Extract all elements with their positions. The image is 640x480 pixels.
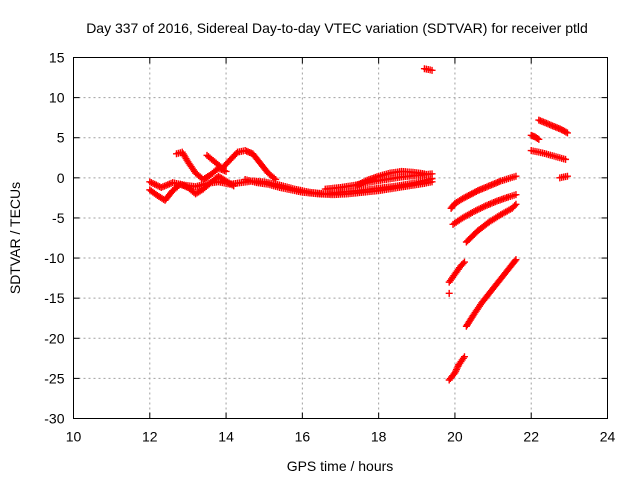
series-arc-b	[146, 172, 238, 204]
data-points	[146, 65, 571, 384]
data-point	[472, 187, 480, 195]
series-arc-r	[527, 147, 570, 163]
y-tick-label: -15	[44, 290, 64, 306]
x-axis-label: GPS time / hours	[287, 458, 394, 474]
data-point	[445, 289, 453, 297]
y-tick-label: 0	[57, 170, 65, 186]
data-point	[428, 66, 436, 74]
series-arc-l	[445, 258, 468, 286]
data-point	[460, 194, 468, 202]
series-arc-k	[462, 200, 520, 246]
y-tick-label: -25	[44, 370, 64, 386]
series-arc-m	[462, 256, 520, 330]
y-tick-label: -5	[52, 210, 65, 226]
x-tick-label: 24	[600, 429, 616, 445]
data-point	[466, 191, 474, 199]
data-point	[420, 170, 428, 178]
x-tick-labels: 10 12 14 16 18 20 22 24	[66, 429, 616, 445]
axis-ticks	[73, 57, 608, 419]
data-point	[512, 172, 520, 180]
data-point	[228, 181, 236, 189]
series-arc-s	[556, 172, 571, 182]
data-point	[469, 189, 477, 197]
data-point	[465, 191, 473, 199]
data-point	[459, 354, 467, 362]
data-point	[463, 192, 471, 200]
data-point	[270, 174, 278, 182]
data-point	[460, 353, 468, 361]
series-arc-i	[447, 172, 520, 212]
y-tick-label: 15	[49, 50, 65, 66]
data-point	[222, 167, 230, 175]
series-arc-g	[352, 167, 428, 190]
x-tick-label: 14	[218, 429, 234, 445]
data-point	[511, 202, 519, 210]
data-point	[230, 182, 238, 190]
plot-frame	[73, 57, 608, 419]
x-tick-label: 20	[447, 429, 463, 445]
data-point	[562, 128, 570, 136]
x-tick-label: 22	[523, 429, 539, 445]
y-tick-label: 5	[57, 130, 65, 146]
y-tick-labels: -30 -25 -20 -15 -10 -5 0 5 10 15	[44, 50, 64, 427]
y-tick-label: -20	[44, 330, 64, 346]
data-point	[468, 190, 476, 198]
data-point	[562, 155, 570, 163]
data-point	[452, 366, 460, 374]
data-point	[512, 191, 520, 199]
x-tick-label: 16	[295, 429, 311, 445]
y-tick-label: -10	[44, 250, 64, 266]
data-point	[459, 259, 467, 267]
data-point	[563, 172, 571, 180]
series-arc-o	[445, 289, 453, 297]
data-point	[460, 258, 468, 266]
data-point	[272, 175, 280, 183]
series-arc-n	[445, 353, 468, 384]
y-axis-label: SDTVAR / TECUs	[7, 182, 23, 294]
grid-lines	[73, 57, 608, 419]
data-point	[563, 129, 571, 137]
data-point	[512, 256, 520, 264]
data-point	[459, 195, 467, 203]
series-arc-e	[241, 175, 436, 199]
series-arc-h	[420, 65, 436, 74]
data-point	[512, 200, 520, 208]
data-point	[428, 178, 436, 186]
data-point	[452, 367, 460, 375]
data-point	[451, 369, 459, 377]
data-point	[428, 170, 436, 178]
x-tick-label: 10	[66, 429, 82, 445]
data-point	[535, 135, 543, 143]
x-tick-label: 12	[142, 429, 158, 445]
data-point	[534, 135, 542, 143]
series-arc-p	[535, 116, 571, 137]
data-point	[471, 188, 479, 196]
data-point	[511, 257, 519, 265]
series-arc-d	[203, 147, 280, 183]
x-tick-label: 18	[371, 429, 387, 445]
series-arc-j	[449, 191, 520, 228]
data-point	[453, 364, 461, 372]
data-point	[462, 193, 470, 201]
y-tick-label: -30	[44, 411, 64, 427]
chart-title: Day 337 of 2016, Sidereal Day-to-day VTE…	[86, 20, 588, 36]
series-arc-q	[527, 131, 543, 143]
y-tick-label: 10	[49, 90, 65, 106]
